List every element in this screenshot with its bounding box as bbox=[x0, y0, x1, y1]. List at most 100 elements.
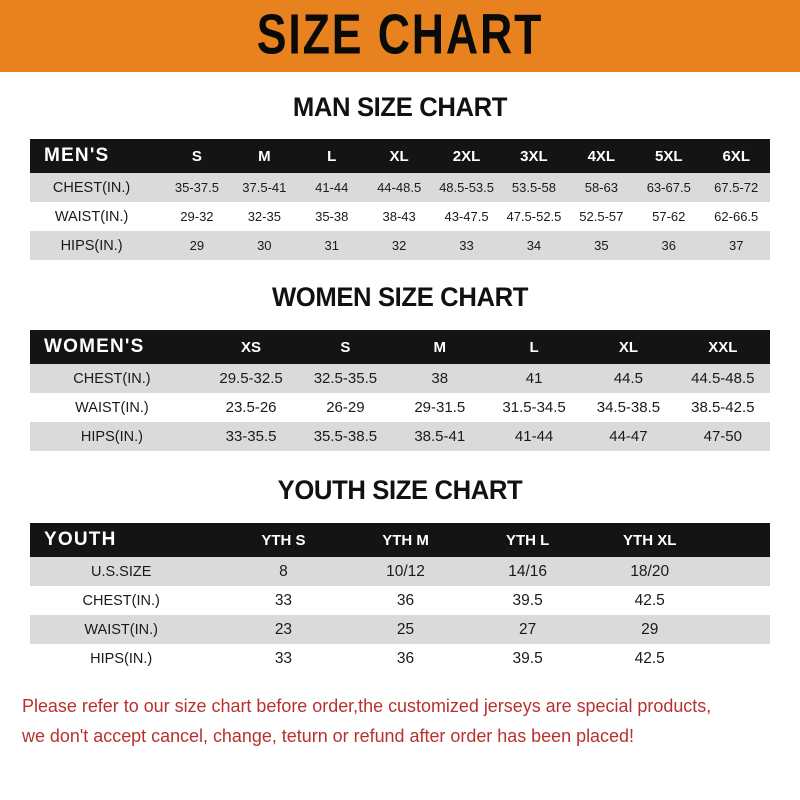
table-cell: 35.5-38.5 bbox=[313, 428, 378, 445]
women-row-label-hips: HIPS(IN.) bbox=[80, 428, 143, 445]
youth-row-label-chest: CHEST(IN.) bbox=[82, 592, 160, 609]
table-cell: 53.5-58 bbox=[511, 180, 556, 195]
table-cell: 41 bbox=[525, 370, 543, 387]
women-header-row: WOMEN'S XS S M L XL XXL bbox=[30, 330, 770, 364]
table-cell: 47.5-52.5 bbox=[506, 209, 562, 224]
row-spacer bbox=[711, 615, 770, 644]
women-size-header-s: S bbox=[340, 338, 351, 356]
table-cell: 38.5-42.5 bbox=[691, 399, 755, 416]
table-cell: 41-44 bbox=[315, 180, 349, 195]
table-cell: 42.5 bbox=[634, 649, 665, 667]
man-size-header-2xl: 2XL bbox=[452, 147, 481, 165]
man-row-label-header: MEN'S bbox=[44, 145, 110, 166]
women-size-header-xxl: XXL bbox=[708, 338, 738, 356]
table-cell: 32 bbox=[391, 238, 407, 253]
table-row: CHEST(IN.) 35-37.5 37.5-41 41-44 44-48.5… bbox=[30, 173, 770, 202]
table-cell: 29 bbox=[641, 620, 659, 638]
table-cell: 34.5-38.5 bbox=[596, 399, 661, 416]
banner-title: SIZE CHART bbox=[256, 4, 544, 67]
youth-header-spacer bbox=[711, 523, 770, 557]
order-policy-line-1: Please refer to our size chart before or… bbox=[22, 695, 712, 716]
table-cell: 36 bbox=[661, 238, 676, 253]
table-row: CHEST(IN.) 33 36 39.5 42.5 bbox=[30, 586, 770, 615]
youth-table-head: YOUTH YTH S YTH M YTH L YTH XL bbox=[30, 523, 770, 557]
table-cell: 25 bbox=[396, 620, 415, 638]
youth-size-header-m: YTH M bbox=[382, 531, 429, 549]
youth-header-row: YOUTH YTH S YTH M YTH L YTH XL bbox=[30, 523, 770, 557]
table-cell: 58-63 bbox=[584, 180, 618, 195]
table-cell: 29 bbox=[189, 238, 205, 253]
youth-table-body: U.S.SIZE 8 10/12 14/16 18/20 CHEST(IN.) … bbox=[30, 557, 770, 673]
women-section-title: WOMEN SIZE CHART bbox=[271, 282, 529, 312]
table-cell: 62-66.5 bbox=[714, 209, 759, 224]
man-row-label-chest: CHEST(IN.) bbox=[52, 179, 131, 196]
man-size-table: MEN'S S M L XL 2XL 3XL 4XL 5XL 6XL CHEST… bbox=[30, 139, 770, 260]
man-size-header-5xl: 5XL bbox=[654, 147, 683, 165]
youth-row-label-us-size: U.S.SIZE bbox=[90, 563, 152, 580]
table-row: HIPS(IN.) 33 36 39.5 42.5 bbox=[30, 644, 770, 673]
youth-row-label-header: YOUTH bbox=[44, 529, 117, 550]
table-cell: 29-31.5 bbox=[414, 399, 466, 416]
women-row-label-chest: CHEST(IN.) bbox=[73, 370, 151, 387]
table-cell: 57-62 bbox=[652, 209, 686, 224]
table-cell: 23 bbox=[274, 620, 293, 638]
table-cell: 41-44 bbox=[514, 428, 554, 445]
youth-size-section: YOUTH SIZE CHART YOUTH YTH S YTH M YTH L… bbox=[0, 475, 800, 673]
women-size-table: WOMEN'S XS S M L XL XXL CHEST(IN.) 29.5-… bbox=[30, 330, 770, 451]
table-cell: 48.5-53.5 bbox=[439, 180, 494, 195]
man-size-section: MAN SIZE CHART MEN'S S M L XL 2XL 3XL 4X… bbox=[0, 92, 800, 260]
table-cell: 52.5-57 bbox=[579, 209, 624, 224]
table-cell: 44.5-48.5 bbox=[691, 370, 755, 387]
youth-section-title: YOUTH SIZE CHART bbox=[277, 475, 523, 505]
table-cell: 32.5-35.5 bbox=[313, 370, 378, 387]
table-cell: 8 bbox=[279, 562, 288, 580]
table-cell: 35-37.5 bbox=[174, 180, 219, 195]
table-cell: 23.5-26 bbox=[225, 399, 277, 416]
man-size-header-3xl: 3XL bbox=[520, 147, 548, 165]
women-size-header-xs: XS bbox=[241, 338, 262, 356]
order-policy-line-2: we don't accept cancel, change, teturn o… bbox=[22, 724, 634, 746]
table-cell: 33 bbox=[274, 591, 293, 609]
table-cell: 33 bbox=[459, 238, 474, 253]
youth-size-header-s: YTH S bbox=[261, 531, 306, 549]
table-cell: 67.5-72 bbox=[714, 180, 759, 195]
man-table-head: MEN'S S M L XL 2XL 3XL 4XL 5XL 6XL bbox=[30, 139, 770, 173]
table-cell: 27 bbox=[519, 620, 537, 638]
table-cell: 38.5-41 bbox=[414, 428, 466, 445]
table-cell: 26-29 bbox=[326, 399, 365, 416]
women-size-header-m: M bbox=[433, 338, 447, 356]
table-cell: 39.5 bbox=[512, 591, 543, 609]
table-cell: 31 bbox=[324, 238, 339, 253]
women-table-body: CHEST(IN.) 29.5-32.5 32.5-35.5 38 41 44.… bbox=[30, 364, 770, 451]
youth-row-label-hips: HIPS(IN.) bbox=[90, 650, 153, 667]
row-spacer bbox=[711, 557, 770, 586]
table-cell: 36 bbox=[396, 649, 415, 667]
youth-size-table: YOUTH YTH S YTH M YTH L YTH XL U.S.SIZE … bbox=[30, 523, 770, 673]
youth-size-header-xl: YTH XL bbox=[623, 531, 677, 549]
table-cell: 44-47 bbox=[609, 428, 648, 445]
table-cell: 44-48.5 bbox=[377, 180, 422, 195]
table-row: CHEST(IN.) 29.5-32.5 32.5-35.5 38 41 44.… bbox=[30, 364, 770, 393]
size-chart-banner: SIZE CHART bbox=[0, 0, 800, 72]
women-table-head: WOMEN'S XS S M L XL XXL bbox=[30, 330, 770, 364]
man-header-row: MEN'S S M L XL 2XL 3XL 4XL 5XL 6XL bbox=[30, 139, 770, 173]
table-cell: 42.5 bbox=[634, 591, 665, 609]
table-cell: 37.5-41 bbox=[242, 180, 287, 195]
women-size-section: WOMEN SIZE CHART WOMEN'S XS S M L XL XXL… bbox=[0, 282, 800, 451]
table-row: WAIST(IN.) 23 25 27 29 bbox=[30, 615, 770, 644]
women-row-label-waist: WAIST(IN.) bbox=[75, 399, 149, 416]
table-row: HIPS(IN.) 33-35.5 35.5-38.5 38.5-41 41-4… bbox=[30, 422, 770, 451]
row-spacer bbox=[711, 644, 770, 673]
table-row: U.S.SIZE 8 10/12 14/16 18/20 bbox=[30, 557, 770, 586]
table-cell: 63-67.5 bbox=[646, 180, 691, 195]
youth-size-header-l: YTH L bbox=[505, 531, 550, 549]
table-cell: 38 bbox=[431, 370, 449, 387]
table-cell: 33-35.5 bbox=[225, 428, 277, 445]
table-cell: 35 bbox=[594, 238, 609, 253]
man-size-header-s: S bbox=[191, 147, 202, 165]
order-policy-note: Please refer to our size chart before or… bbox=[22, 691, 755, 751]
table-cell: 14/16 bbox=[508, 562, 548, 580]
table-cell: 29.5-32.5 bbox=[219, 370, 283, 387]
man-size-header-l: L bbox=[327, 147, 337, 165]
man-section-title: MAN SIZE CHART bbox=[292, 92, 508, 122]
